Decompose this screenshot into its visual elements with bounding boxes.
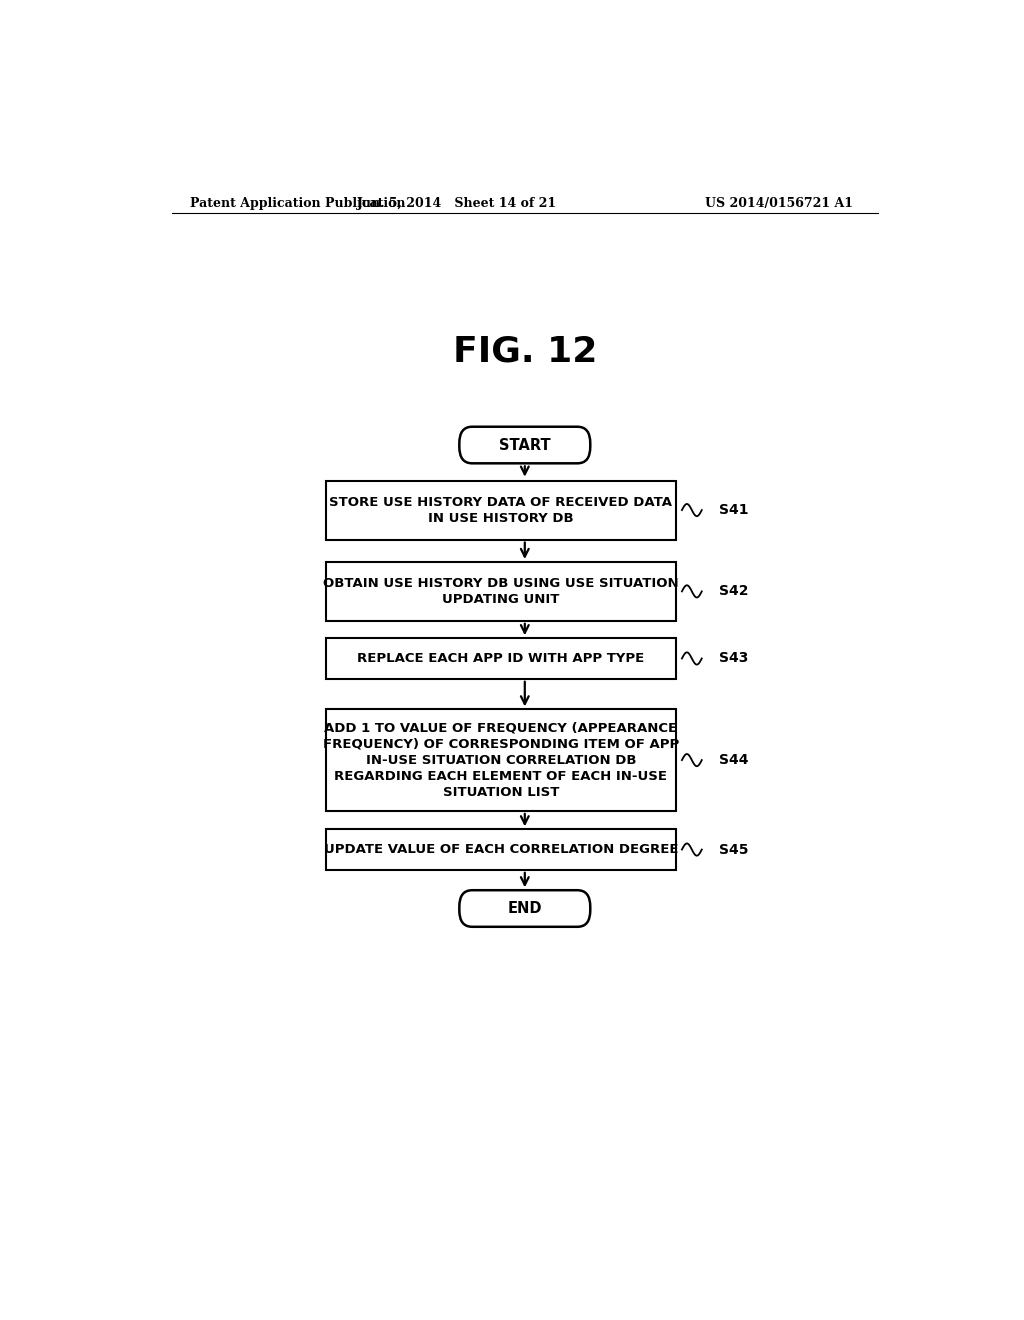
Text: FIG. 12: FIG. 12 <box>453 334 597 368</box>
FancyBboxPatch shape <box>327 562 676 620</box>
FancyBboxPatch shape <box>327 638 676 678</box>
FancyBboxPatch shape <box>460 426 590 463</box>
Text: STORE USE HISTORY DATA OF RECEIVED DATA
IN USE HISTORY DB: STORE USE HISTORY DATA OF RECEIVED DATA … <box>330 495 673 524</box>
Text: S41: S41 <box>719 503 749 517</box>
Text: Patent Application Publication: Patent Application Publication <box>189 197 406 210</box>
FancyBboxPatch shape <box>327 480 676 540</box>
Text: S42: S42 <box>719 585 749 598</box>
Text: Jun. 5, 2014   Sheet 14 of 21: Jun. 5, 2014 Sheet 14 of 21 <box>357 197 557 210</box>
Text: START: START <box>499 437 551 453</box>
FancyBboxPatch shape <box>327 709 676 810</box>
Text: S45: S45 <box>719 842 749 857</box>
FancyBboxPatch shape <box>460 890 590 927</box>
Text: UPDATE VALUE OF EACH CORRELATION DEGREE: UPDATE VALUE OF EACH CORRELATION DEGREE <box>324 843 678 857</box>
Text: ADD 1 TO VALUE OF FREQUENCY (APPEARANCE
FREQUENCY) OF CORRESPONDING ITEM OF APP
: ADD 1 TO VALUE OF FREQUENCY (APPEARANCE … <box>323 722 679 799</box>
Text: S43: S43 <box>719 652 749 665</box>
Text: OBTAIN USE HISTORY DB USING USE SITUATION
UPDATING UNIT: OBTAIN USE HISTORY DB USING USE SITUATIO… <box>324 577 679 606</box>
Text: REPLACE EACH APP ID WITH APP TYPE: REPLACE EACH APP ID WITH APP TYPE <box>357 652 645 665</box>
FancyBboxPatch shape <box>327 829 676 870</box>
Text: US 2014/0156721 A1: US 2014/0156721 A1 <box>705 197 853 210</box>
Text: END: END <box>508 902 542 916</box>
Text: S44: S44 <box>719 754 749 767</box>
